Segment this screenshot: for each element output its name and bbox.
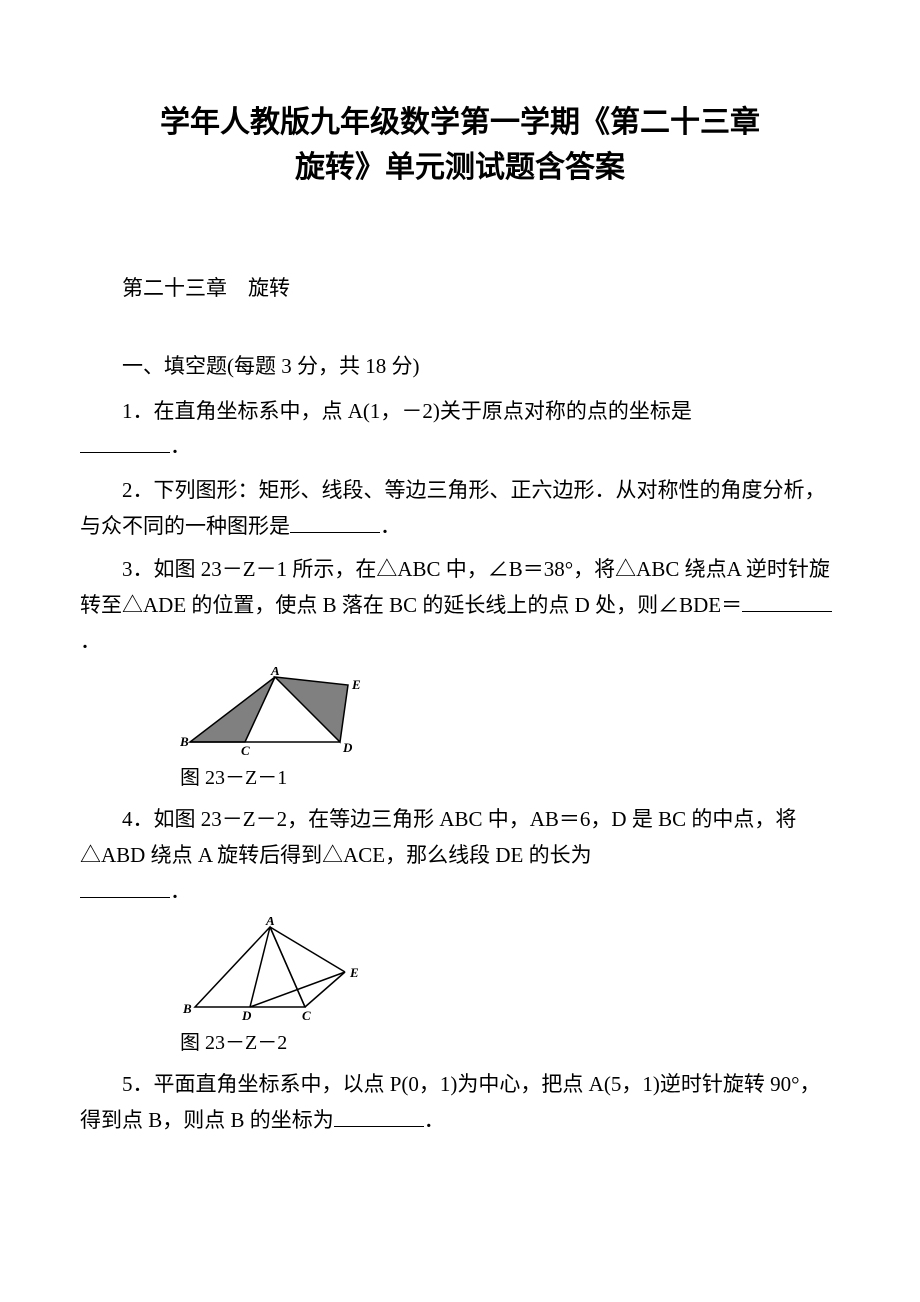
blank-5 bbox=[334, 1106, 424, 1127]
svg-text:B: B bbox=[180, 734, 189, 749]
figure-1: A B C D E bbox=[180, 667, 840, 757]
blank-2 bbox=[290, 512, 380, 533]
title-line-2: 旋转》单元测试题含答案 bbox=[80, 145, 840, 190]
question-3: 3．如图 23－Z－1 所示，在△ABC 中，∠B＝38°，将△ABC 绕点A … bbox=[80, 552, 840, 659]
question-4-end: ． bbox=[170, 879, 191, 903]
svg-text:D: D bbox=[342, 740, 353, 755]
title-line-1: 学年人教版九年级数学第一学期《第二十三章 bbox=[80, 100, 840, 145]
blank-3 bbox=[742, 591, 832, 612]
question-2-text: 2．下列图形：矩形、线段、等边三角形、正六边形．从对称性的角度分析，与众不同的一… bbox=[80, 478, 826, 538]
question-1-text: 1．在直角坐标系中，点 A(1，－2)关于原点对称的点的坐标是 bbox=[122, 399, 692, 423]
question-2-end: ． bbox=[380, 514, 401, 538]
svg-text:B: B bbox=[182, 1001, 192, 1016]
chapter-header: 第二十三章 旋转 bbox=[80, 270, 840, 308]
question-3-text: 3．如图 23－Z－1 所示，在△ABC 中，∠B＝38°，将△ABC 绕点A … bbox=[80, 557, 830, 617]
svg-text:C: C bbox=[241, 743, 250, 757]
figure-1-svg: A B C D E bbox=[180, 667, 370, 757]
page-title: 学年人教版九年级数学第一学期《第二十三章 旋转》单元测试题含答案 bbox=[80, 100, 840, 190]
svg-text:E: E bbox=[351, 677, 361, 692]
question-3-end: ． bbox=[80, 629, 101, 653]
question-2: 2．下列图形：矩形、线段、等边三角形、正六边形．从对称性的角度分析，与众不同的一… bbox=[80, 473, 840, 544]
question-1-end: ． bbox=[170, 434, 191, 458]
figure-2-svg: A B C D E bbox=[180, 917, 365, 1022]
question-5: 5．平面直角坐标系中，以点 P(0，1)为中心，把点 A(5，1)逆时针旋转 9… bbox=[80, 1067, 840, 1138]
question-4-text: 4．如图 23－Z－2，在等边三角形 ABC 中，AB＝6，D 是 BC 的中点… bbox=[80, 807, 796, 867]
blank-4 bbox=[80, 877, 170, 898]
figure-2-label: 图 23－Z－2 bbox=[180, 1026, 840, 1055]
figure-1-label: 图 23－Z－1 bbox=[180, 761, 840, 790]
svg-text:D: D bbox=[241, 1008, 252, 1022]
question-5-end: ． bbox=[424, 1108, 445, 1132]
figure-2: A B C D E bbox=[180, 917, 840, 1022]
question-1: 1．在直角坐标系中，点 A(1，－2)关于原点对称的点的坐标是 ． bbox=[80, 394, 840, 465]
question-5-text: 5．平面直角坐标系中，以点 P(0，1)为中心，把点 A(5，1)逆时针旋转 9… bbox=[80, 1072, 820, 1132]
svg-text:A: A bbox=[265, 917, 275, 928]
question-4: 4．如图 23－Z－2，在等边三角形 ABC 中，AB＝6，D 是 BC 的中点… bbox=[80, 802, 840, 909]
svg-text:C: C bbox=[302, 1008, 311, 1022]
blank-1 bbox=[80, 432, 170, 453]
svg-text:E: E bbox=[349, 965, 359, 980]
svg-text:A: A bbox=[270, 667, 280, 678]
section-one-title: 一、填空题(每题 3 分，共 18 分) bbox=[80, 348, 840, 386]
